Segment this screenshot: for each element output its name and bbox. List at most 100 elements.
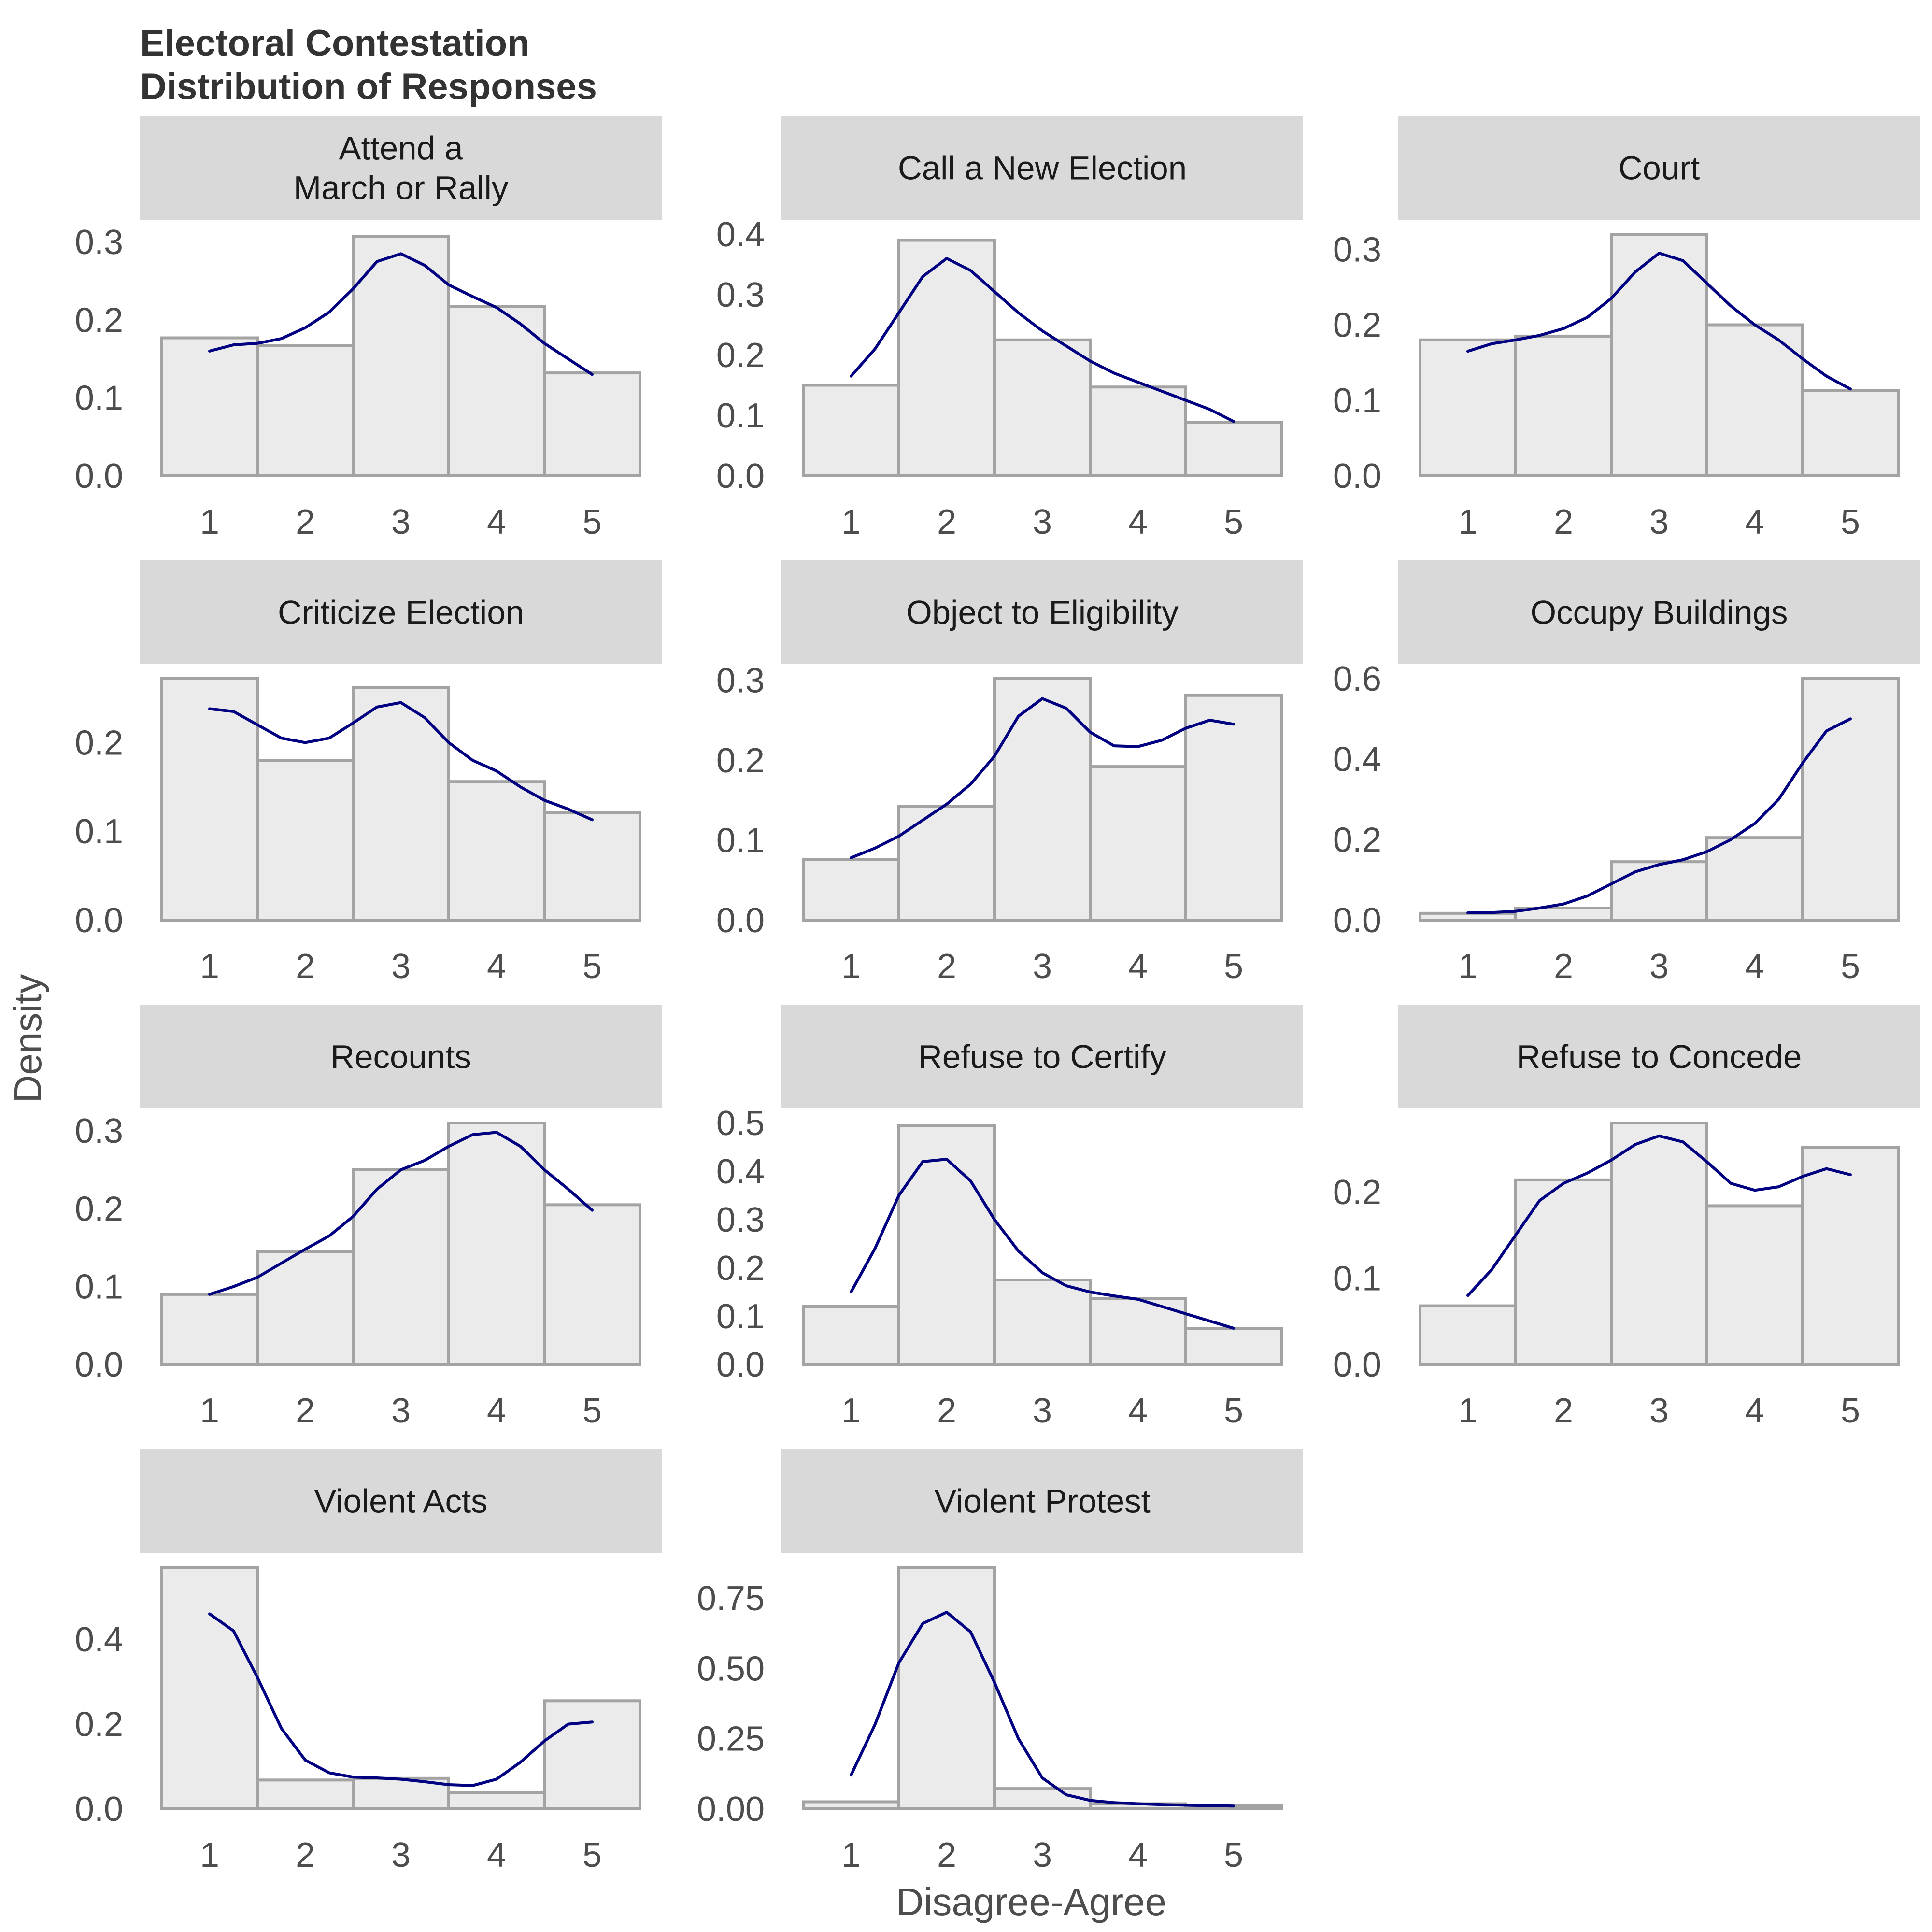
x-tick-label: 2 bbox=[1554, 1392, 1573, 1430]
y-tick-label: 0.6 bbox=[1333, 660, 1381, 698]
histogram-bar bbox=[993, 1279, 1092, 1366]
facet-strip-label: March or Rally bbox=[294, 170, 509, 207]
x-tick-label: 2 bbox=[296, 1836, 315, 1875]
histogram-bar bbox=[993, 677, 1092, 922]
y-tick-label: 0.0 bbox=[716, 901, 765, 940]
y-tick-label: 0.2 bbox=[75, 1190, 123, 1228]
facet-strip bbox=[140, 116, 662, 220]
y-tick-label: 0.2 bbox=[1333, 1173, 1381, 1212]
facet-panel: Criticize Election 0.0 0.1 0.2 1 2 3 4 5 bbox=[75, 560, 662, 986]
x-tick-label: 2 bbox=[937, 1836, 956, 1875]
histogram-bar bbox=[897, 1124, 996, 1366]
facet-strip-label: Refuse to Concede bbox=[1517, 1038, 1802, 1076]
histogram-bar bbox=[802, 1305, 900, 1366]
x-tick-label: 3 bbox=[391, 1836, 411, 1875]
histogram-bar bbox=[802, 1800, 900, 1810]
histogram-bar bbox=[1801, 389, 1900, 477]
x-tick-label: 1 bbox=[200, 503, 219, 541]
x-tick-label: 2 bbox=[296, 947, 315, 986]
facet-strip bbox=[140, 560, 662, 664]
histogram-bar bbox=[160, 1566, 259, 1810]
y-tick-label: 0.2 bbox=[1333, 306, 1381, 345]
x-tick-label: 2 bbox=[296, 1392, 315, 1430]
histogram-bar bbox=[1089, 385, 1187, 477]
y-tick-label: 0.1 bbox=[716, 1297, 765, 1336]
density-curve bbox=[208, 252, 594, 376]
histogram-bar bbox=[543, 1203, 641, 1366]
x-tick-label: 1 bbox=[841, 1836, 861, 1875]
y-tick-label: 0.2 bbox=[716, 741, 765, 780]
x-tick-label: 2 bbox=[937, 947, 956, 986]
facet-strip bbox=[1398, 1005, 1920, 1108]
y-tick-label: 0.0 bbox=[716, 457, 765, 496]
histogram-bar bbox=[256, 1778, 355, 1810]
histogram-bar bbox=[256, 344, 355, 477]
histogram-bar bbox=[1801, 677, 1900, 922]
histogram-bar bbox=[1419, 338, 1517, 477]
x-tick-label: 5 bbox=[582, 503, 602, 541]
histogram-bar bbox=[1801, 1146, 1900, 1366]
x-axis-title: Disagree-Agree bbox=[896, 1880, 1166, 1923]
density-curve bbox=[850, 257, 1235, 423]
y-tick-label: 0.1 bbox=[75, 379, 123, 418]
facet-strip-label: Violent Acts bbox=[314, 1483, 487, 1520]
histogram-bar bbox=[897, 805, 996, 922]
x-tick-label: 4 bbox=[1745, 503, 1764, 541]
x-tick-label: 1 bbox=[1458, 1392, 1477, 1430]
x-tick-label: 4 bbox=[1745, 1392, 1764, 1430]
density-curve bbox=[208, 1131, 594, 1296]
facet-strip bbox=[140, 1005, 662, 1108]
histogram-bar bbox=[897, 1566, 996, 1810]
x-tick-label: 4 bbox=[487, 947, 506, 986]
x-tick-label: 5 bbox=[1224, 947, 1243, 986]
x-tick-label: 4 bbox=[1128, 1836, 1148, 1875]
facet-strip bbox=[781, 1449, 1303, 1553]
x-tick-label: 4 bbox=[487, 1392, 506, 1430]
facet-strip bbox=[1398, 560, 1920, 664]
y-tick-label: 0.5 bbox=[716, 1104, 765, 1143]
facet-panel: Refuse to Certify 0.0 0.1 0.2 0.3 0.4 0.5 1 2 3 4 5 bbox=[716, 1005, 1303, 1430]
facet-panel: Violent Protest 0.00 0.25 0.50 0.75 1 2 3 4 5 bbox=[697, 1449, 1303, 1875]
density-curve bbox=[208, 701, 594, 822]
y-tick-label: 0.0 bbox=[75, 1346, 123, 1384]
x-tick-label: 1 bbox=[841, 503, 861, 541]
facet-strip bbox=[140, 1449, 662, 1553]
x-tick-label: 5 bbox=[1224, 1836, 1243, 1875]
density-curve bbox=[208, 1612, 594, 1787]
histogram-bar bbox=[256, 759, 355, 922]
x-tick-label: 3 bbox=[1033, 503, 1052, 541]
y-tick-label: 0.2 bbox=[716, 1249, 765, 1288]
histogram-bar bbox=[1089, 765, 1187, 922]
histogram-bar bbox=[160, 1293, 259, 1366]
y-tick-label: 0.1 bbox=[716, 821, 765, 860]
histogram-bar bbox=[543, 1699, 641, 1810]
x-tick-label: 3 bbox=[1033, 947, 1052, 986]
x-tick-label: 2 bbox=[937, 1392, 956, 1430]
x-tick-label: 5 bbox=[582, 947, 602, 986]
histogram-bar bbox=[352, 1168, 450, 1366]
x-tick-label: 5 bbox=[1841, 947, 1860, 986]
density-curve bbox=[1466, 1134, 1852, 1297]
y-tick-label: 0.1 bbox=[75, 812, 123, 851]
x-tick-label: 1 bbox=[1458, 503, 1477, 541]
histogram-bar bbox=[1705, 323, 1804, 477]
x-tick-label: 5 bbox=[1224, 503, 1243, 541]
histogram-bar bbox=[993, 1787, 1092, 1811]
y-tick-label: 0.0 bbox=[1333, 901, 1381, 940]
histogram-bar bbox=[1184, 1327, 1283, 1366]
facet-panel: Violent Acts 0.0 0.2 0.4 1 2 3 4 5 bbox=[75, 1449, 662, 1875]
y-tick-label: 0.4 bbox=[716, 215, 765, 254]
y-tick-label: 0.1 bbox=[1333, 382, 1381, 420]
facet-strip bbox=[781, 560, 1303, 664]
y-tick-label: 0.2 bbox=[75, 724, 123, 762]
x-tick-label: 3 bbox=[391, 1392, 411, 1430]
histogram-bar bbox=[352, 686, 450, 922]
x-tick-label: 4 bbox=[1128, 947, 1148, 986]
y-tick-label: 0.2 bbox=[1333, 821, 1381, 859]
facet-strip-label: Refuse to Certify bbox=[918, 1038, 1166, 1076]
facet-strip-label: Court bbox=[1619, 150, 1700, 187]
chart-title-line-2: Distribution of Responses bbox=[140, 66, 597, 107]
x-tick-label: 1 bbox=[841, 947, 861, 986]
x-tick-label: 5 bbox=[582, 1392, 602, 1430]
histogram-bar bbox=[1514, 1178, 1613, 1366]
